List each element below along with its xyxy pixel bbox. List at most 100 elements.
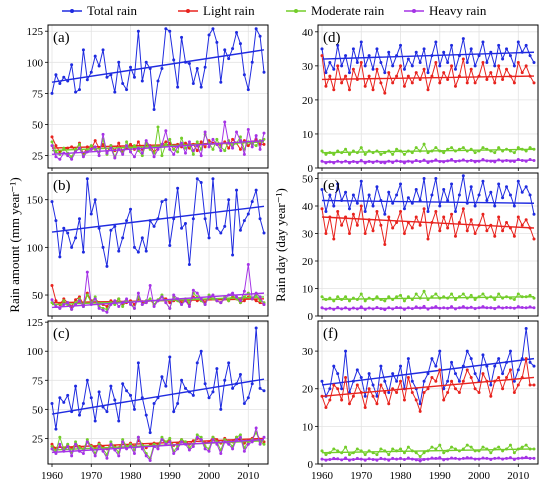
data-point xyxy=(180,303,184,307)
data-point xyxy=(465,60,469,64)
data-point xyxy=(324,232,328,235)
data-point xyxy=(399,210,403,213)
data-point xyxy=(262,303,266,307)
data-point xyxy=(418,402,422,406)
data-point xyxy=(426,372,430,376)
data-point xyxy=(461,207,465,211)
panel-label: (e) xyxy=(323,178,340,194)
data-point xyxy=(359,305,363,309)
series-total-rain xyxy=(320,174,536,216)
data-point xyxy=(235,130,239,134)
data-point xyxy=(375,402,379,406)
series-heavy-rain xyxy=(50,120,266,161)
data-point xyxy=(402,67,406,71)
data-point xyxy=(50,140,54,144)
data-point xyxy=(50,200,54,204)
data-point xyxy=(434,40,438,44)
data-point xyxy=(219,149,223,153)
data-point xyxy=(242,152,246,156)
data-point xyxy=(219,231,223,235)
data-point xyxy=(485,60,489,64)
data-point xyxy=(258,217,262,221)
data-point xyxy=(203,145,207,149)
data-point xyxy=(450,360,454,364)
data-point xyxy=(238,147,242,151)
data-point xyxy=(180,35,184,39)
trend-line xyxy=(321,159,535,163)
data-point xyxy=(355,368,359,372)
data-point xyxy=(430,74,434,78)
data-point xyxy=(136,291,140,295)
trend-line xyxy=(51,139,265,156)
data-point xyxy=(207,33,211,37)
data-point xyxy=(215,137,219,141)
data-point xyxy=(132,245,136,249)
series-light-rain xyxy=(320,357,536,414)
data-point xyxy=(383,71,387,75)
data-point xyxy=(430,193,434,197)
trend-line xyxy=(51,49,265,83)
data-point xyxy=(430,375,434,379)
data-point xyxy=(512,451,516,455)
data-point xyxy=(132,144,136,148)
data-point xyxy=(101,245,105,249)
data-point xyxy=(520,223,524,227)
data-point xyxy=(426,210,430,213)
data-point xyxy=(328,398,332,402)
data-point xyxy=(387,453,391,457)
data-point xyxy=(395,147,399,151)
y-tick-label: 10 xyxy=(302,284,314,296)
data-point xyxy=(524,218,528,222)
data-point xyxy=(121,152,125,156)
data-point xyxy=(93,145,97,149)
data-point xyxy=(180,141,184,145)
y-tick-label: 25 xyxy=(32,433,44,445)
data-point xyxy=(242,449,246,453)
data-point xyxy=(262,389,266,393)
data-point xyxy=(363,299,367,303)
data-point xyxy=(450,182,454,186)
data-point xyxy=(442,188,446,191)
data-point xyxy=(199,435,203,439)
data-point xyxy=(528,383,532,387)
data-point xyxy=(70,307,74,311)
data-point xyxy=(426,151,430,155)
data-point xyxy=(191,393,195,397)
data-point xyxy=(493,234,497,238)
data-point xyxy=(402,299,406,303)
y-tick-label: 125 xyxy=(27,317,44,329)
data-point xyxy=(422,67,426,71)
data-point xyxy=(414,188,418,191)
x-tick-label: 1970 xyxy=(350,470,373,482)
data-point xyxy=(117,249,121,253)
plot-border xyxy=(317,172,539,317)
data-point xyxy=(132,75,136,79)
data-point xyxy=(461,146,465,150)
data-point xyxy=(379,60,383,64)
data-point xyxy=(50,298,54,302)
data-point xyxy=(50,91,54,95)
data-point xyxy=(223,297,227,301)
data-point xyxy=(508,443,512,447)
data-point xyxy=(473,298,477,301)
y-tick-label: 0 xyxy=(308,459,314,471)
data-point xyxy=(528,360,532,364)
data-point xyxy=(410,81,414,85)
data-point xyxy=(168,147,172,151)
data-point xyxy=(532,81,536,85)
data-point xyxy=(258,299,262,303)
data-point xyxy=(183,299,187,303)
data-point xyxy=(453,84,457,88)
data-point xyxy=(383,379,387,383)
data-point xyxy=(144,139,148,143)
data-point xyxy=(450,445,454,449)
data-point xyxy=(238,372,242,376)
y-tick-label: 25 xyxy=(32,151,44,163)
data-point xyxy=(391,201,395,205)
x-tick-label: 1980 xyxy=(390,470,413,482)
data-point xyxy=(74,440,78,444)
data-point xyxy=(481,353,485,357)
data-point xyxy=(414,292,418,296)
data-point xyxy=(54,155,58,159)
data-point xyxy=(359,60,363,64)
